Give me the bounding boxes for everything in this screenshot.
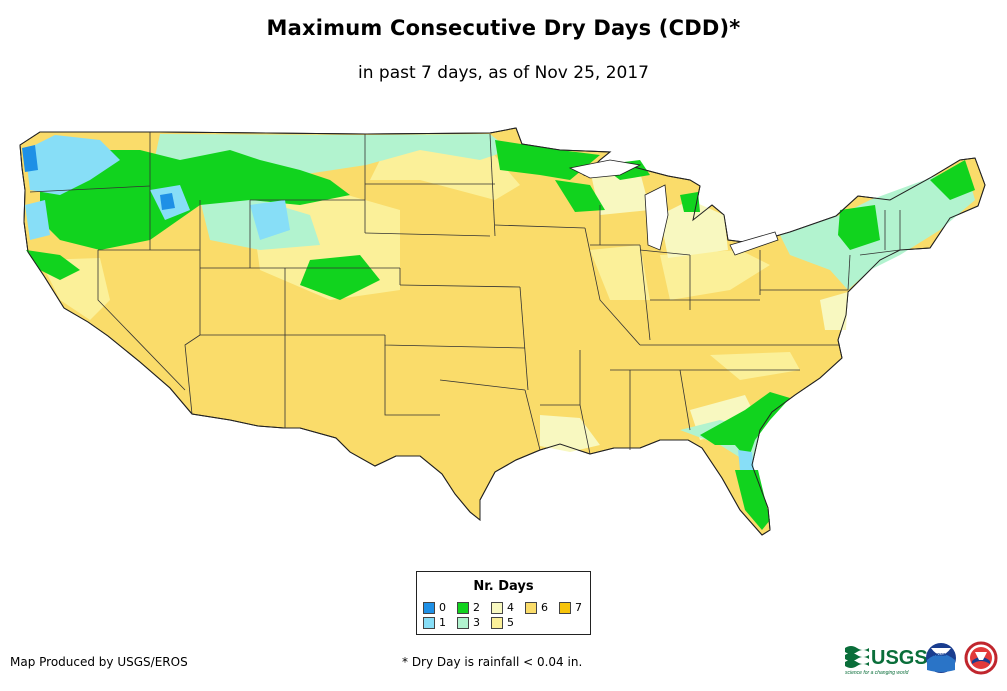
legend-swatch [457,601,469,614]
legend-swatch [525,601,537,614]
map-title: Maximum Consecutive Dry Days (CDD)* [266,16,741,40]
zone-2-pnw [40,150,350,250]
legend-item: 1 [423,616,446,629]
legend-label: 4 [507,601,514,614]
lake-erie [729,231,779,256]
legend-swatch [491,601,503,614]
dry-day-footnote: * Dry Day is rainfall < 0.04 in. [402,655,583,669]
legend-title: Nr. Days [473,579,534,594]
legend-label: 7 [575,601,582,614]
zone-1-or [25,200,50,240]
zone-2-ny [838,205,880,250]
legend-label: 3 [473,616,480,629]
zone-5-sw [710,352,800,380]
legend-item: 5 [491,616,514,629]
legend-label: 1 [439,616,446,629]
noaa-logo-icon: noaa [926,643,956,673]
zone-4-wi [590,170,650,215]
producer-credit: Map Produced by USGS/EROS [10,655,188,669]
zone-2-carolinas [700,392,790,460]
zone-2-mi-n [680,192,700,212]
logo-strip: USGS science for a changing world noaa [845,641,998,676]
us-cdd-map [19,127,986,536]
zone-4-gulf [540,415,600,452]
zone-4-mid-atl [820,292,848,330]
zone-2-fl [735,470,770,530]
legend-item: 4 [491,601,514,614]
legend-item: 6 [525,601,548,614]
zone-4-mi [660,200,728,258]
zone-2-maine [930,160,975,200]
lake-superior [568,159,642,179]
zone-5-ohio [660,250,770,300]
zone-1-wa [25,135,120,195]
legend-swatch [457,616,469,629]
zone-0-id [160,193,175,210]
legend-item: 3 [457,616,480,629]
zone-2-wy [300,255,380,300]
zone-2-ca [26,250,80,280]
nws-logo-icon [964,641,998,675]
legend-swatch [559,601,571,614]
legend-item: 7 [559,601,582,614]
agency-logos: USGS science for a changing world noaa [843,640,1003,680]
zone-1-wy [250,200,290,240]
legend-label: 5 [507,616,514,629]
zone-3-north [150,134,510,190]
legend-label: 6 [541,601,548,614]
noaa-wordmark: noaa [934,652,946,658]
legend-item: 2 [457,601,480,614]
usgs-wordmark: USGS [871,647,928,669]
legend-item: 0 [423,601,446,614]
usgs-logo-icon: USGS science for a changing world [845,646,928,676]
zone-2-wi [555,180,605,212]
usgs-tagline: science for a changing world [845,670,909,676]
legend-label: 2 [473,601,480,614]
legend-label: 0 [439,601,446,614]
legend-swatch [491,616,503,629]
legend-swatch [423,601,435,614]
zone-5-midw [590,245,650,300]
map-subtitle: in past 7 days, as of Nov 25, 2017 [358,63,649,83]
zone-1-fl [738,450,754,470]
legend-swatch [423,616,435,629]
lake-michigan [644,184,669,251]
legend: Nr. Days 0 1 2 3 4 5 6 [416,571,591,635]
state-boundaries [29,132,901,455]
zone-0-wa-coast [22,145,38,172]
